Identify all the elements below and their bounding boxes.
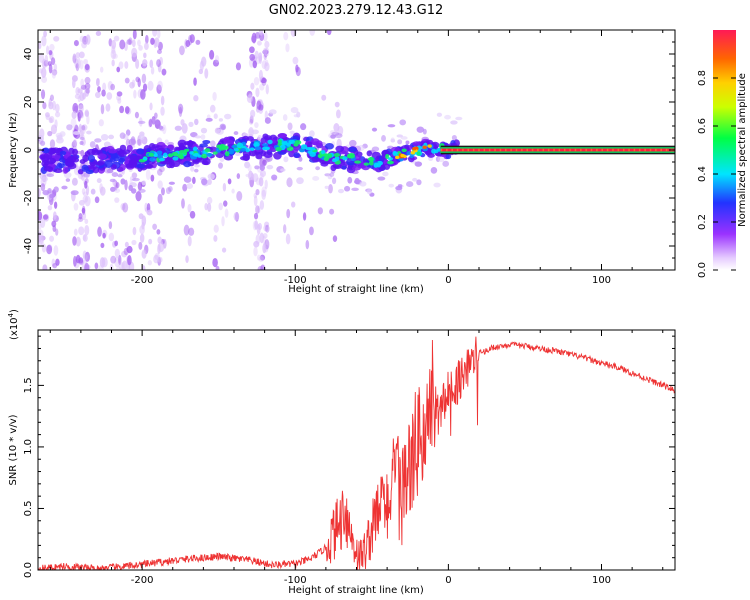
snr-xlabel: Height of straight line (km) bbox=[288, 585, 424, 596]
snr-series-line bbox=[38, 336, 675, 570]
y-tick-label: 20 bbox=[23, 96, 34, 109]
snr-frame bbox=[37, 329, 676, 571]
x-tick-label: 0 bbox=[445, 275, 451, 286]
snr-multiplier: (x104) bbox=[7, 309, 20, 340]
colorbar-label: Normalized spectral amplitude bbox=[737, 73, 748, 227]
zero-band-core bbox=[440, 148, 675, 152]
x-tick-label: 0 bbox=[445, 575, 451, 586]
x-tick-label: 100 bbox=[592, 275, 611, 286]
y-tick-label: 40 bbox=[23, 48, 34, 61]
colorbar-ticks: 0.0 0.2 0.4 0.6 0.8 bbox=[697, 70, 736, 278]
spectrogram-xlabel: Height of straight line (km) bbox=[288, 284, 424, 295]
colorbar-tick-label: 0.8 bbox=[697, 70, 708, 86]
figure-title: GN02.2023.279.12.43.G12 bbox=[269, 3, 444, 18]
y-tick-label: 1.5 bbox=[23, 377, 34, 393]
snr-panel: -200 -100 0 100 0.0 0.5 1.0 1.5 Height of strai… bbox=[7, 309, 676, 596]
y-tick-label: 1.0 bbox=[23, 439, 34, 455]
x-tick-label: 100 bbox=[592, 575, 611, 586]
colorbar-tick-label: 0.4 bbox=[697, 166, 708, 182]
snr-axes: -200 -100 0 100 0.0 0.5 1.0 1.5 bbox=[23, 330, 675, 586]
colorbar-gradient bbox=[713, 30, 736, 270]
x-tick-label: -100 bbox=[284, 275, 307, 286]
y-tick-label: -20 bbox=[23, 190, 34, 206]
colorbar-tick-label: 0.0 bbox=[697, 262, 708, 278]
colorbar: 0.0 0.2 0.4 0.6 0.8 Normalized spectral ampl… bbox=[697, 30, 748, 278]
y-tick-label: 0 bbox=[23, 147, 34, 153]
y-tick-label: 0.0 bbox=[23, 562, 34, 578]
spectrogram-ylabel: Frequency (Hz) bbox=[8, 112, 19, 188]
colorbar-tick-label: 0.6 bbox=[697, 118, 708, 134]
colorbar-tick-label: 0.2 bbox=[697, 214, 708, 230]
x-tick-label: -200 bbox=[131, 575, 154, 586]
y-tick-label: 0.5 bbox=[23, 501, 34, 517]
x-tick-label: -200 bbox=[131, 275, 154, 286]
spectrogram-image bbox=[38, 30, 675, 270]
snr-ylabel: SNR (10 * v/v) bbox=[8, 414, 19, 485]
y-tick-label: -40 bbox=[23, 238, 34, 254]
x-tick-label: -100 bbox=[284, 575, 307, 586]
